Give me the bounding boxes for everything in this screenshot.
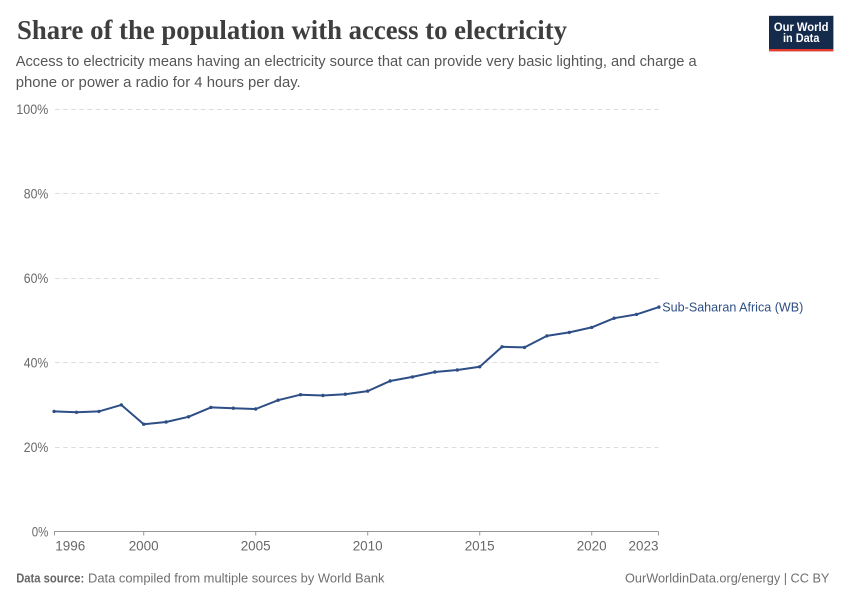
svg-text:80%: 80%	[24, 187, 49, 202]
svg-text:2010: 2010	[353, 538, 383, 553]
svg-text:Our World: Our World	[774, 20, 829, 34]
svg-text:Sub-Saharan Africa (WB): Sub-Saharan Africa (WB)	[662, 300, 803, 315]
svg-text:Access to electricity means ha: Access to electricity means having an el…	[16, 53, 698, 70]
svg-text:phone or power a radio for 4 h: phone or power a radio for 4 hours per d…	[16, 74, 301, 91]
svg-text:2005: 2005	[241, 538, 271, 553]
svg-text:60%: 60%	[24, 271, 49, 286]
svg-text:100%: 100%	[16, 102, 48, 117]
svg-text:2020: 2020	[577, 538, 607, 553]
svg-text:2023: 2023	[629, 538, 659, 553]
svg-text:Share of the population with a: Share of the population with access to e…	[17, 14, 567, 45]
svg-text:0%: 0%	[32, 524, 49, 539]
svg-text:2000: 2000	[129, 538, 159, 553]
svg-text:in Data: in Data	[783, 31, 820, 45]
svg-text:OurWorldinData.org/energy | CC: OurWorldinData.org/energy | CC BY	[625, 570, 830, 585]
svg-text:40%: 40%	[24, 356, 49, 371]
svg-text:Data source:: Data source:	[16, 570, 84, 585]
svg-text:20%: 20%	[24, 440, 49, 455]
svg-text:Data compiled from multiple so: Data compiled from multiple sources by W…	[88, 570, 385, 585]
svg-text:2015: 2015	[465, 538, 495, 553]
svg-text:1996: 1996	[55, 538, 85, 553]
